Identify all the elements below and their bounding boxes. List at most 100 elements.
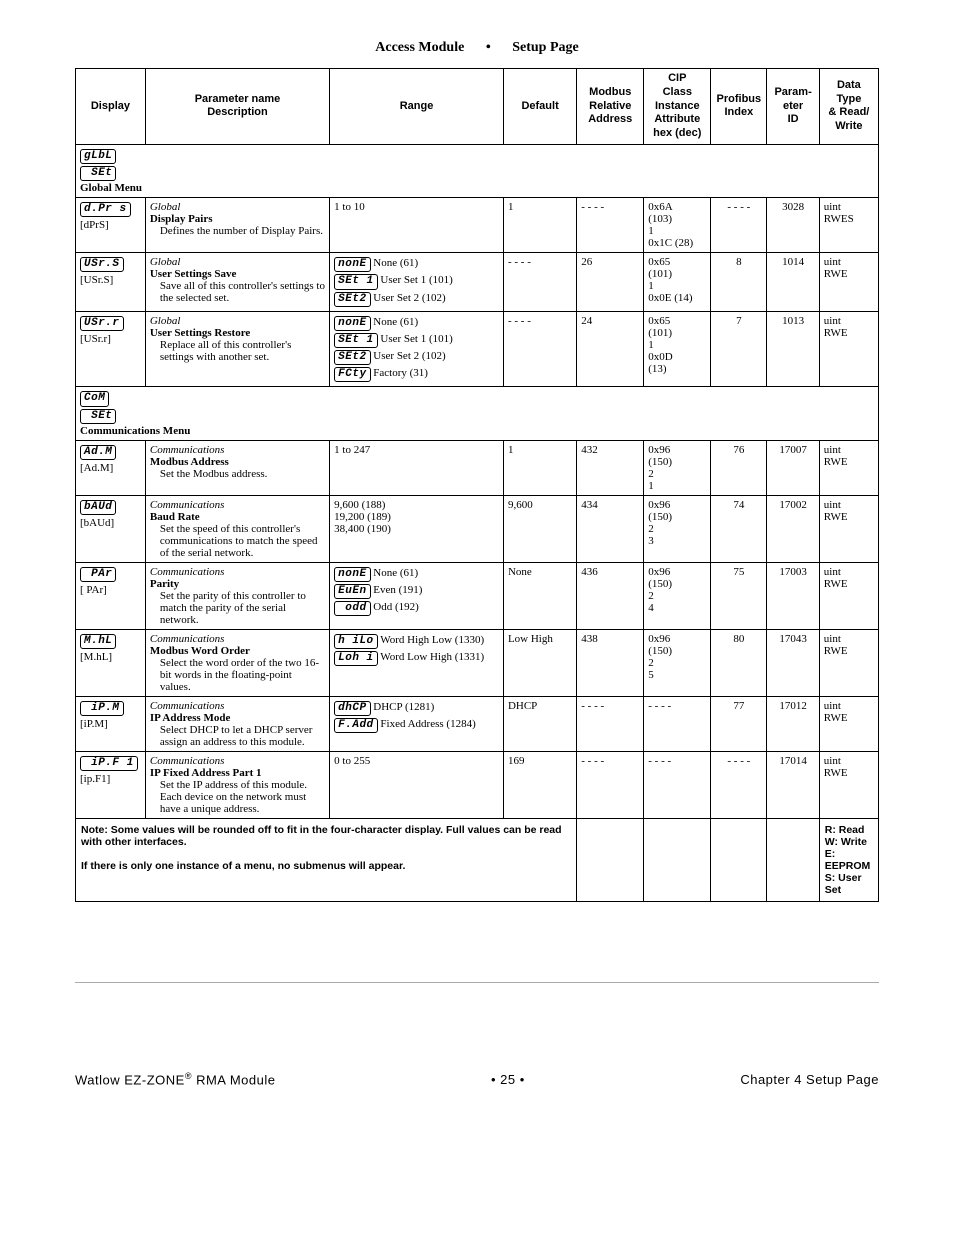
col-modbus: Modbus Relative Address xyxy=(577,69,644,145)
footer-note-text: Note: Some values will be rounded off to… xyxy=(76,818,577,901)
row-baud: bAUd[bAUd]CommunicationsBaud RateSet the… xyxy=(76,495,879,562)
profibus-cell: 8 xyxy=(711,253,767,312)
display-cell: d.Pr s[dPrS] xyxy=(76,198,146,253)
param-cell: GlobalDisplay PairsDefines the number of… xyxy=(145,198,329,253)
cip-cell: 0x96(150)24 xyxy=(644,562,711,629)
param-cell: CommunicationsParitySet the parity of th… xyxy=(145,562,329,629)
default-cell: - - - - xyxy=(503,253,576,312)
range-cell: nonE None (61)SEt 1 User Set 1 (101)SEt2… xyxy=(330,311,504,387)
paramid-cell: 17002 xyxy=(767,495,819,562)
col-range: Range xyxy=(330,69,504,145)
default-cell: Low High xyxy=(503,629,576,696)
profibus-cell: - - - - xyxy=(711,751,767,818)
type-cell: uintRWE xyxy=(819,696,878,751)
footer-blank-1 xyxy=(577,818,644,901)
type-cell: uintRWE xyxy=(819,562,878,629)
range-cell: 1 to 10 xyxy=(330,198,504,253)
profibus-cell: 77 xyxy=(711,696,767,751)
range-cell: 9,600 (188)19,200 (189)38,400 (190) xyxy=(330,495,504,562)
param-cell: CommunicationsModbus Word OrderSelect th… xyxy=(145,629,329,696)
col-paramid: Param- eter ID xyxy=(767,69,819,145)
col-cip: CIP Class Instance Attribute hex (dec) xyxy=(644,69,711,145)
paramid-cell: 3028 xyxy=(767,198,819,253)
display-cell: USr.r[USr.r] xyxy=(76,311,146,387)
range-cell: h iLo Word High Low (1330)Loh i Word Low… xyxy=(330,629,504,696)
param-cell: CommunicationsIP Address ModeSelect DHCP… xyxy=(145,696,329,751)
footer-blank-2 xyxy=(644,818,711,901)
row-par: PAr[ PAr]CommunicationsParitySet the par… xyxy=(76,562,879,629)
display-cell: iP.F 1[ip.F1] xyxy=(76,751,146,818)
modbus-cell: 434 xyxy=(577,495,644,562)
paramid-cell: 1014 xyxy=(767,253,819,312)
paramid-cell: 17043 xyxy=(767,629,819,696)
col-default: Default xyxy=(503,69,576,145)
default-cell: None xyxy=(503,562,576,629)
profibus-cell: 76 xyxy=(711,440,767,495)
type-cell: uintRWE xyxy=(819,311,878,387)
default-cell: 169 xyxy=(503,751,576,818)
cip-cell: 0x6A(103)10x1C (28) xyxy=(644,198,711,253)
footer-blank-4 xyxy=(767,818,819,901)
modbus-cell: 438 xyxy=(577,629,644,696)
page-header: Access Module • Setup Page xyxy=(75,40,879,56)
col-param: Parameter name Description xyxy=(145,69,329,145)
footer-product: Watlow EZ-ZONE xyxy=(75,1072,185,1087)
row-ipm: iP.M[iP.M]CommunicationsIP Address ModeS… xyxy=(76,696,879,751)
display-cell: Ad.M[Ad.M] xyxy=(76,440,146,495)
modbus-cell: 24 xyxy=(577,311,644,387)
paramid-cell: 17007 xyxy=(767,440,819,495)
row-ipf1: iP.F 1[ip.F1]CommunicationsIP Fixed Addr… xyxy=(76,751,879,818)
row-usrr: USr.r[USr.r]GlobalUser Settings RestoreR… xyxy=(76,311,879,387)
header-row: Display Parameter name Description Range… xyxy=(76,69,879,145)
cip-cell: 0x96(150)23 xyxy=(644,495,711,562)
range-cell: 1 to 247 xyxy=(330,440,504,495)
header-right: Setup Page xyxy=(512,40,579,55)
paramid-cell: 17012 xyxy=(767,696,819,751)
row-adm: Ad.M[Ad.M]CommunicationsModbus AddressSe… xyxy=(76,440,879,495)
display-cell: bAUd[bAUd] xyxy=(76,495,146,562)
footer-reg: ® xyxy=(185,1071,192,1081)
display-cell: iP.M[iP.M] xyxy=(76,696,146,751)
range-cell: nonE None (61)SEt 1 User Set 1 (101)SEt2… xyxy=(330,253,504,312)
paramid-cell: 17003 xyxy=(767,562,819,629)
type-cell: uintRWE xyxy=(819,751,878,818)
cip-cell: 0x96(150)25 xyxy=(644,629,711,696)
setup-table: Display Parameter name Description Range… xyxy=(75,68,879,902)
modbus-cell: - - - - xyxy=(577,198,644,253)
default-cell: 1 xyxy=(503,198,576,253)
header-left: Access Module xyxy=(375,40,464,55)
profibus-cell: 75 xyxy=(711,562,767,629)
col-type: Data Type & Read/ Write xyxy=(819,69,878,145)
page-footer: Watlow EZ-ZONE® RMA Module • 25 • Chapte… xyxy=(75,1063,879,1087)
default-cell: DHCP xyxy=(503,696,576,751)
row-mhl: M.hL[M.hL]CommunicationsModbus Word Orde… xyxy=(76,629,879,696)
menu-row: CoM SEtCommunications Menu xyxy=(76,387,879,440)
default-cell: 1 xyxy=(503,440,576,495)
modbus-cell: - - - - xyxy=(577,696,644,751)
menu-row: gLbL SEtGlobal Menu xyxy=(76,144,879,197)
footer-left: Watlow EZ-ZONE® RMA Module xyxy=(75,1071,276,1087)
default-cell: 9,600 xyxy=(503,495,576,562)
footer-page-num: • 25 • xyxy=(491,1072,525,1087)
profibus-cell: - - - - xyxy=(711,198,767,253)
param-cell: GlobalUser Settings SaveSave all of this… xyxy=(145,253,329,312)
footer-note-row: Note: Some values will be rounded off to… xyxy=(76,818,879,901)
display-cell: M.hL[M.hL] xyxy=(76,629,146,696)
param-cell: GlobalUser Settings RestoreReplace all o… xyxy=(145,311,329,387)
footer-legend: R: ReadW: WriteE: EEPROMS: User Set xyxy=(819,818,878,901)
type-cell: uintRWES xyxy=(819,198,878,253)
default-cell: - - - - xyxy=(503,311,576,387)
cip-cell: - - - - xyxy=(644,696,711,751)
header-bullet: • xyxy=(486,40,491,55)
param-cell: CommunicationsBaud RateSet the speed of … xyxy=(145,495,329,562)
cip-cell: 0x96(150)21 xyxy=(644,440,711,495)
type-cell: uintRWE xyxy=(819,629,878,696)
profibus-cell: 74 xyxy=(711,495,767,562)
modbus-cell: - - - - xyxy=(577,751,644,818)
range-cell: nonE None (61)EuEn Even (191) odd Odd (1… xyxy=(330,562,504,629)
display-cell: USr.S[USr.S] xyxy=(76,253,146,312)
cip-cell: 0x65(101)10x0D(13) xyxy=(644,311,711,387)
row-usrs: USr.S[USr.S]GlobalUser Settings SaveSave… xyxy=(76,253,879,312)
paramid-cell: 1013 xyxy=(767,311,819,387)
range-cell: dhCP DHCP (1281)F.Add Fixed Address (128… xyxy=(330,696,504,751)
